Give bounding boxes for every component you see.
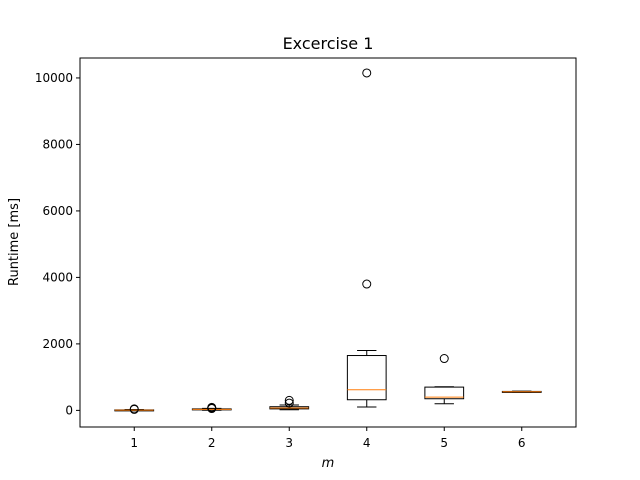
x-tick-label: 4 [363, 436, 371, 450]
outlier-point [129, 404, 139, 414]
x-tick-label: 2 [208, 436, 216, 450]
y-tick-label: 6000 [42, 204, 73, 218]
x-axis-label: m [322, 456, 335, 471]
axes-frame [79, 57, 577, 428]
y-tick-label: 0 [65, 403, 73, 417]
outlier-point [439, 354, 449, 364]
outlier-point [207, 404, 217, 414]
x-tick-label: 5 [440, 436, 448, 450]
y-tick-label: 2000 [42, 337, 73, 351]
x-tick-label: 1 [130, 436, 138, 450]
y-tick-label: 8000 [42, 137, 73, 151]
x-tick-label: 3 [285, 436, 293, 450]
y-axis-label: Runtime [ms] [7, 198, 22, 286]
y-tick-label: 10000 [35, 71, 73, 85]
x-tick-label: 6 [518, 436, 526, 450]
outlier-point [284, 398, 294, 408]
outlier-point [284, 395, 294, 405]
chart-title: Excercise 1 [283, 34, 374, 53]
box-iqr [424, 386, 465, 400]
y-tick-label: 4000 [42, 270, 73, 284]
outlier-point [362, 68, 372, 78]
outlier-point [362, 279, 372, 289]
box-iqr [346, 355, 387, 401]
plot-area: 0 2000 4000 6000 8000 10000 1 2 3 4 5 6 [35, 68, 542, 450]
